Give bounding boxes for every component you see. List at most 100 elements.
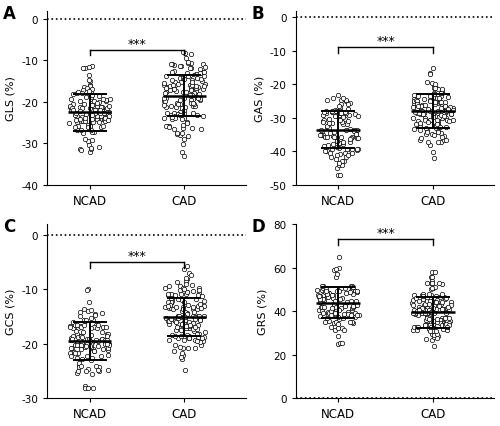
Point <box>96 363 104 370</box>
Point <box>80 305 88 312</box>
Point <box>340 302 348 309</box>
Point <box>328 146 336 153</box>
Point <box>188 126 196 132</box>
Point <box>99 96 107 103</box>
Point <box>338 340 346 347</box>
Point <box>98 336 106 343</box>
Point <box>336 107 344 114</box>
Point <box>348 147 356 153</box>
Point <box>423 315 431 322</box>
Point <box>416 127 424 134</box>
Point <box>164 124 172 131</box>
Point <box>186 321 194 328</box>
Point <box>320 118 328 125</box>
Point <box>424 139 432 146</box>
Point <box>426 142 434 149</box>
Point <box>418 108 426 115</box>
Point <box>442 117 450 124</box>
Point <box>426 291 434 298</box>
Point <box>66 107 74 114</box>
Point <box>180 299 188 306</box>
Point <box>323 148 331 155</box>
Point <box>432 296 440 303</box>
Point <box>80 85 88 92</box>
Point <box>341 302 349 309</box>
Point <box>322 124 330 131</box>
Point <box>86 142 94 149</box>
Point <box>96 107 104 114</box>
Point <box>176 63 184 70</box>
Point <box>179 125 187 132</box>
Point <box>86 83 94 90</box>
Point <box>434 139 442 146</box>
Point <box>442 108 450 115</box>
Point <box>438 306 446 313</box>
Point <box>314 286 322 293</box>
Point <box>414 118 422 125</box>
Point <box>438 86 446 93</box>
Point <box>176 98 184 104</box>
Point <box>350 128 358 135</box>
Point <box>198 79 205 86</box>
Point <box>170 127 178 134</box>
Point <box>78 119 86 126</box>
Point <box>350 127 358 134</box>
Point <box>329 95 337 102</box>
Point <box>87 96 95 103</box>
Point <box>434 333 442 340</box>
Point <box>319 283 327 290</box>
Point <box>336 307 344 314</box>
Point <box>438 87 446 94</box>
Point <box>436 139 444 146</box>
Point <box>85 299 93 305</box>
Point <box>86 123 94 130</box>
Point <box>168 103 175 110</box>
Point <box>171 115 179 122</box>
Point <box>337 305 345 311</box>
Point <box>190 309 198 316</box>
Point <box>426 117 434 124</box>
Point <box>80 328 88 335</box>
Point <box>346 320 354 326</box>
Point <box>342 150 349 157</box>
Point <box>196 315 204 322</box>
Point <box>318 296 326 303</box>
Point <box>354 113 362 120</box>
Point <box>196 339 203 346</box>
Point <box>66 322 74 329</box>
Point <box>88 314 96 321</box>
Point <box>84 286 92 293</box>
Point <box>420 111 428 118</box>
Point <box>85 65 93 72</box>
Point <box>320 293 328 300</box>
Point <box>442 104 450 110</box>
Point <box>179 90 187 97</box>
Point <box>78 105 86 112</box>
Point <box>320 144 328 150</box>
Point <box>90 348 98 355</box>
Point <box>89 120 97 127</box>
Point <box>182 281 190 288</box>
Point <box>436 294 444 301</box>
Point <box>86 89 94 95</box>
Point <box>95 99 103 106</box>
Point <box>94 322 102 329</box>
Point <box>318 308 326 314</box>
Point <box>442 327 450 334</box>
Point <box>94 343 102 349</box>
Point <box>424 314 432 321</box>
Point <box>184 61 192 68</box>
Point <box>352 132 360 138</box>
Point <box>341 116 349 123</box>
Point <box>162 96 170 103</box>
Point <box>446 112 454 118</box>
Point <box>192 71 200 78</box>
Point <box>432 124 440 130</box>
Point <box>174 315 182 322</box>
Point <box>73 331 81 338</box>
Point <box>320 110 328 117</box>
Point <box>423 305 431 312</box>
Point <box>160 81 168 88</box>
Point <box>98 329 106 336</box>
Point <box>330 134 338 141</box>
